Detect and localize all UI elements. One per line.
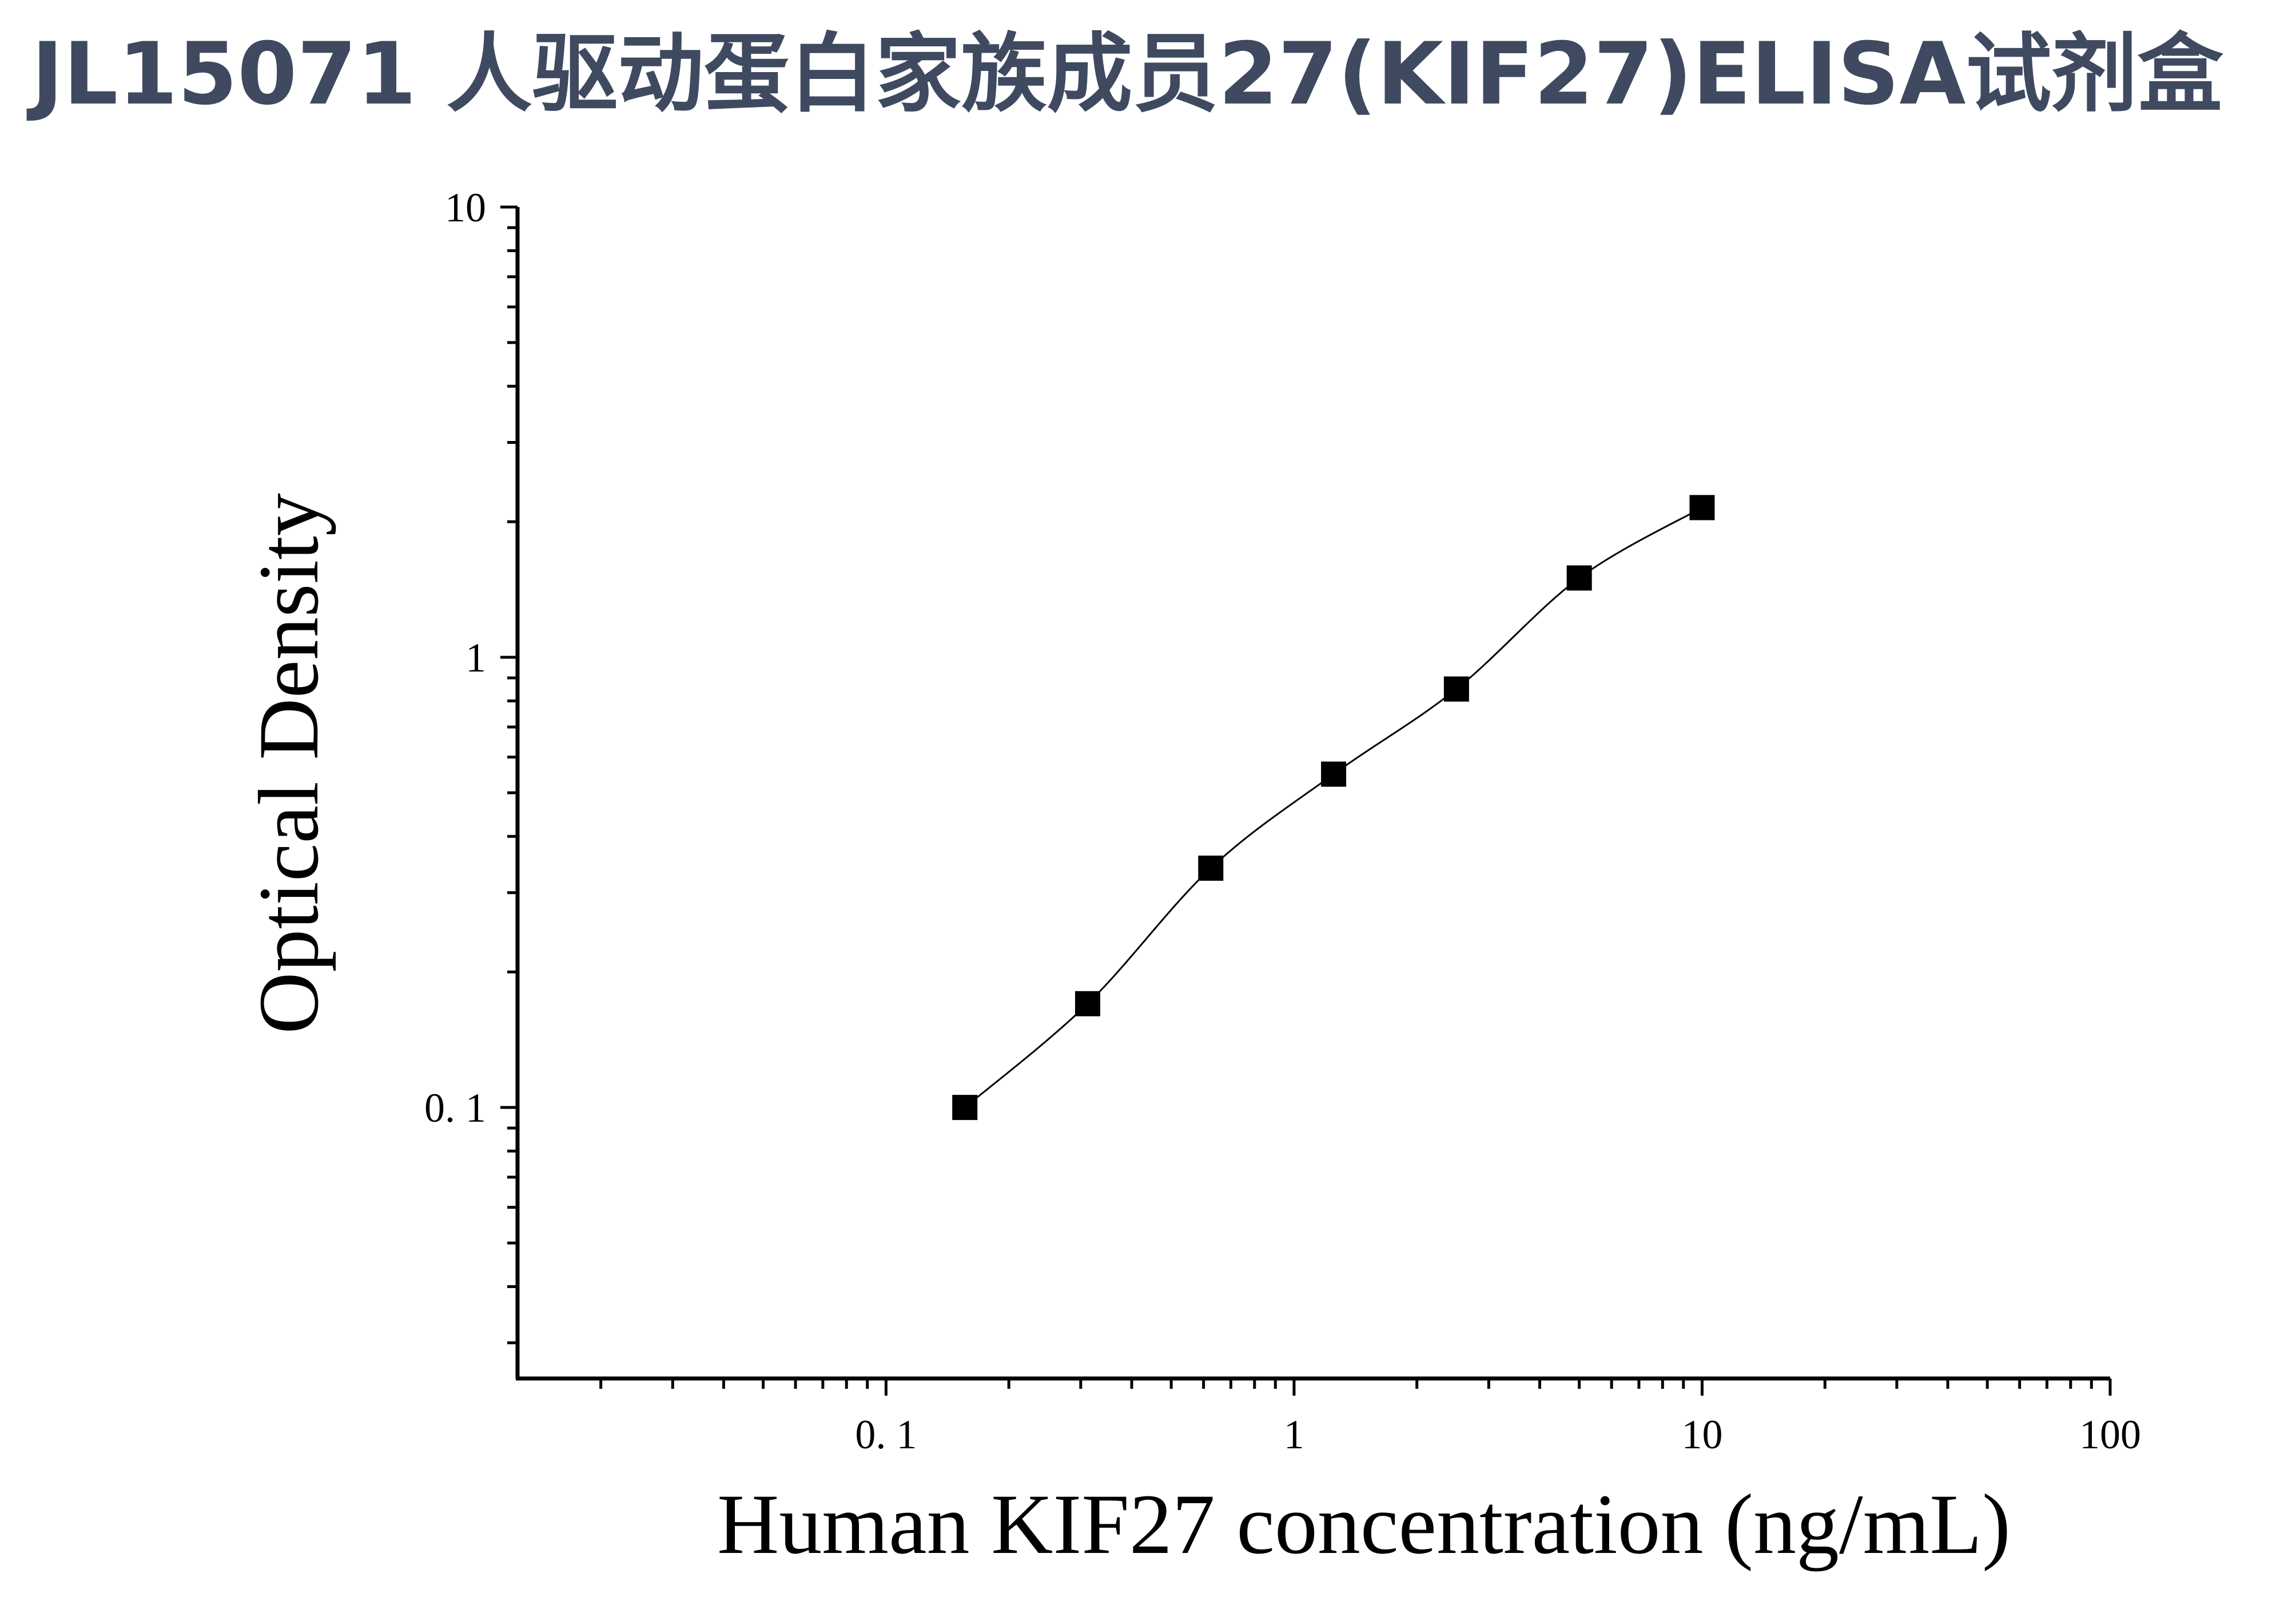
data-point [952,1095,978,1121]
data-point [1566,565,1592,591]
data-point [1443,676,1469,702]
chart-title: JL15071 人驱动蛋白家族成员27(KIF27)ELISA试剂盒 [31,25,2223,124]
x-axis-ticks: 0. 1 1 10 100 [599,1378,2141,1457]
y-axis-label: Optical Density [241,493,336,1034]
y-tick-label: 0. 1 [424,1085,486,1131]
x-axis-label: Human KIF27 concentration (ng/mL) [717,1477,2011,1572]
axes [515,207,2110,1381]
x-tick-label: 0. 1 [855,1412,917,1457]
data-points [952,495,1715,1121]
data-point [1198,855,1224,881]
data-point [1689,495,1715,521]
fit-curve [964,507,1703,1109]
y-axis-ticks: 0. 1 1 10 [424,185,518,1345]
x-tick-label: 100 [2079,1412,2141,1457]
x-tick-label: 1 [1284,1412,1304,1457]
x-tick-label: 10 [1681,1412,1722,1457]
y-tick-label: 1 [465,635,486,681]
data-point [1321,761,1347,787]
data-point [1075,991,1100,1016]
fit-curve-group [964,507,1703,1109]
y-tick-label: 10 [445,185,486,231]
